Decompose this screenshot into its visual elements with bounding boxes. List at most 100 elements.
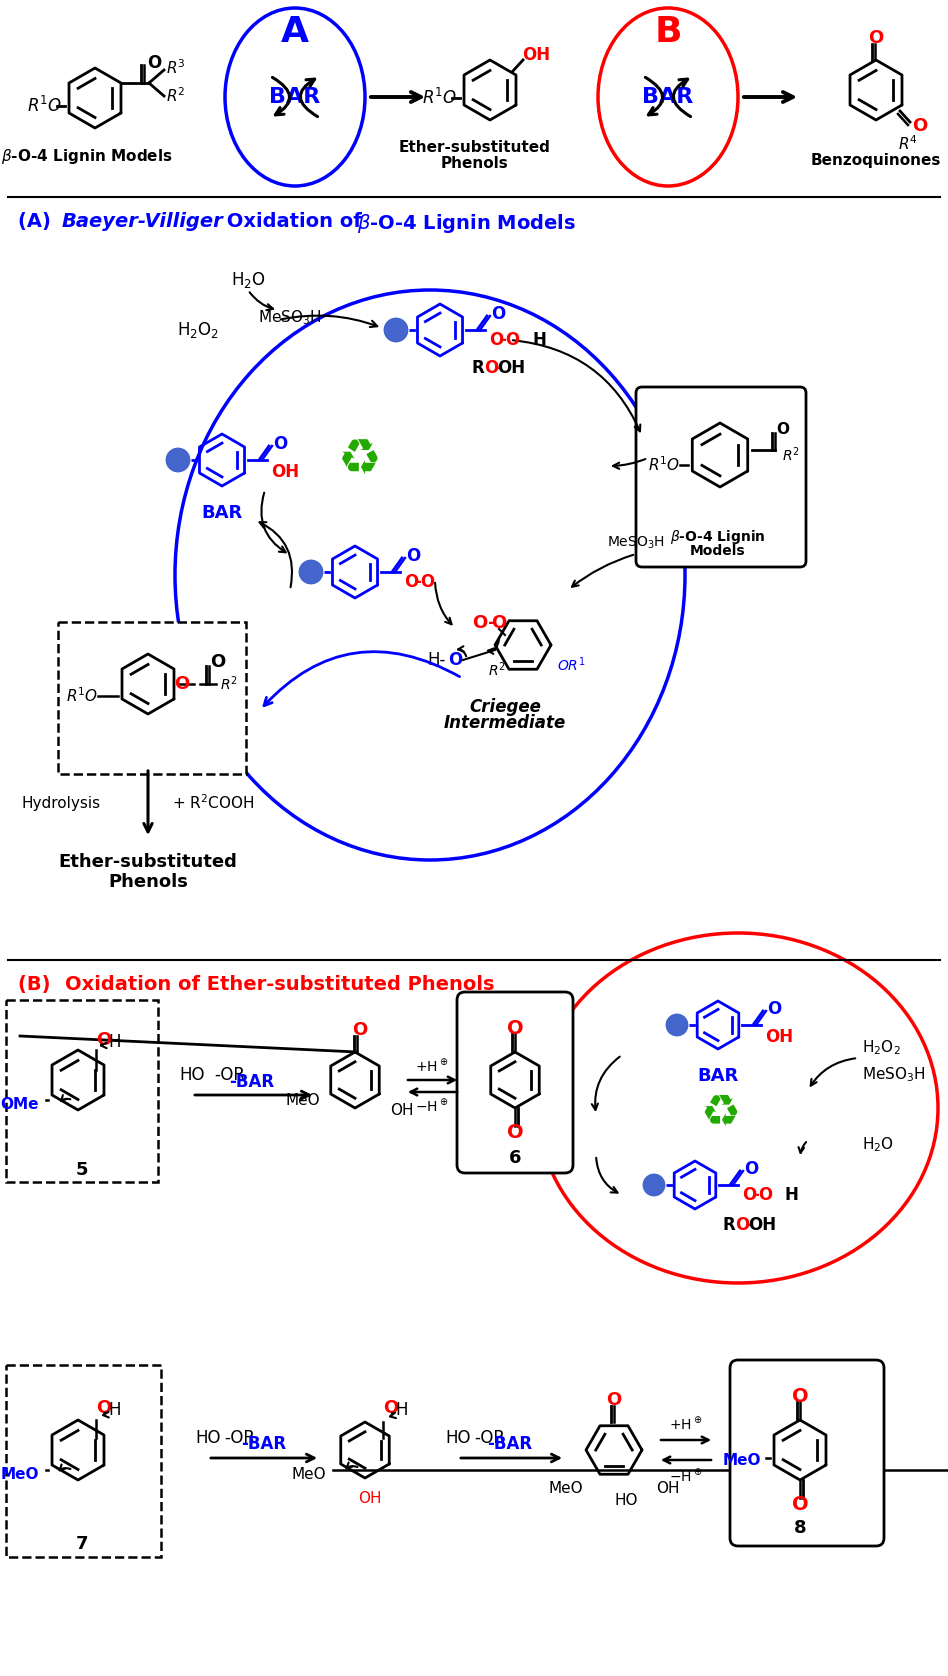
Text: Intermediate: Intermediate	[444, 714, 566, 732]
Text: A: A	[281, 15, 309, 49]
Text: -O: -O	[414, 573, 435, 592]
Text: H: H	[785, 1187, 799, 1203]
Text: H: H	[395, 1401, 408, 1420]
Text: O: O	[447, 650, 462, 669]
Text: $R^1O$: $R^1O$	[648, 456, 681, 474]
Text: -OR: -OR	[474, 1430, 505, 1446]
FancyBboxPatch shape	[730, 1359, 884, 1545]
Text: OH: OH	[358, 1490, 382, 1505]
Text: $\beta$-O-4 Lignin Models: $\beta$-O-4 Lignin Models	[357, 211, 576, 235]
Text: O: O	[742, 1187, 757, 1203]
Text: H: H	[533, 330, 547, 349]
Text: BAR: BAR	[201, 504, 243, 521]
Text: O: O	[147, 54, 161, 72]
FancyBboxPatch shape	[6, 1001, 158, 1182]
Text: -O: -O	[499, 330, 520, 349]
Text: $R^3$: $R^3$	[166, 59, 186, 77]
Text: MeO: MeO	[292, 1466, 326, 1482]
Text: $\beta$-O-4 Lignin: $\beta$-O-4 Lignin	[670, 528, 766, 546]
Text: O: O	[96, 1031, 111, 1049]
Text: MeO: MeO	[1, 1466, 39, 1482]
Text: O: O	[792, 1495, 809, 1513]
Text: Models: Models	[690, 545, 746, 558]
Text: O: O	[912, 117, 927, 136]
Text: OH: OH	[390, 1103, 413, 1118]
Text: MeSO$_3$H: MeSO$_3$H	[607, 535, 665, 551]
Text: HO: HO	[446, 1430, 471, 1446]
Text: H: H	[108, 1032, 120, 1051]
Circle shape	[642, 1173, 666, 1197]
Text: 5: 5	[76, 1161, 88, 1178]
Text: Oxidation of Ether-substituted Phenols: Oxidation of Ether-substituted Phenols	[65, 975, 495, 994]
Text: MeSO$_3$H: MeSO$_3$H	[258, 308, 321, 327]
Text: H$_2$O: H$_2$O	[230, 270, 265, 290]
Text: R: R	[723, 1217, 736, 1234]
Text: $R^1O$: $R^1O$	[422, 87, 457, 107]
Text: OH: OH	[748, 1217, 776, 1234]
Text: Criegee: Criegee	[469, 697, 541, 716]
FancyBboxPatch shape	[457, 992, 573, 1173]
Text: Baeyer-Villiger: Baeyer-Villiger	[62, 211, 224, 231]
Text: OH: OH	[271, 463, 300, 481]
Text: O: O	[273, 436, 287, 453]
Text: BAR: BAR	[269, 87, 320, 107]
Text: O: O	[96, 1399, 111, 1416]
Text: O: O	[406, 546, 420, 565]
Text: OH: OH	[497, 359, 525, 377]
Text: Ether-substituted: Ether-substituted	[399, 141, 551, 156]
Circle shape	[165, 447, 191, 473]
Text: B: B	[654, 15, 682, 49]
Text: OMe: OMe	[1, 1096, 39, 1111]
Text: O: O	[868, 28, 884, 47]
Text: O: O	[506, 1019, 523, 1037]
Text: O: O	[744, 1160, 758, 1178]
FancyBboxPatch shape	[58, 622, 246, 774]
Text: $R^2$: $R^2$	[220, 675, 238, 694]
Text: BAR: BAR	[643, 87, 694, 107]
Text: Hydrolysis: Hydrolysis	[22, 796, 101, 811]
Text: $-$H$^\oplus$: $-$H$^\oplus$	[669, 1468, 702, 1485]
Text: O: O	[767, 1001, 781, 1017]
Text: $R^4$: $R^4$	[898, 134, 918, 153]
Text: (B): (B)	[18, 975, 57, 994]
Text: O: O	[491, 305, 505, 323]
Text: Phenols: Phenols	[108, 873, 188, 892]
Text: O: O	[210, 654, 226, 670]
Text: -: -	[745, 1217, 752, 1234]
Text: O: O	[607, 1391, 622, 1410]
Text: BAR: BAR	[698, 1068, 738, 1084]
Text: OH: OH	[656, 1480, 680, 1495]
Text: O: O	[776, 421, 789, 436]
Text: O: O	[792, 1386, 809, 1406]
Text: -OR: -OR	[224, 1430, 255, 1446]
Text: H: H	[108, 1401, 120, 1420]
Text: $R^2$: $R^2$	[488, 660, 506, 679]
Text: -BAR: -BAR	[229, 1073, 275, 1091]
Text: HO: HO	[195, 1430, 221, 1446]
Text: $\beta$-O-4 Lignin Models: $\beta$-O-4 Lignin Models	[1, 146, 173, 166]
Text: ♻: ♻	[338, 436, 382, 484]
Text: MeO: MeO	[722, 1453, 761, 1468]
Text: + R$^2$COOH: + R$^2$COOH	[172, 794, 254, 813]
Text: (A): (A)	[18, 211, 58, 231]
Text: HO: HO	[179, 1066, 205, 1084]
Text: $R^2$: $R^2$	[166, 87, 186, 106]
Text: -O: -O	[752, 1187, 774, 1203]
Text: H-: H-	[428, 650, 447, 669]
Text: -: -	[494, 359, 501, 377]
Text: -: -	[488, 613, 496, 632]
Text: $-$H$^\oplus$: $-$H$^\oplus$	[415, 1098, 448, 1115]
Circle shape	[665, 1012, 689, 1037]
Text: O: O	[353, 1021, 368, 1039]
Text: -OR: -OR	[214, 1066, 245, 1084]
Text: H$_2$O$_2$: H$_2$O$_2$	[177, 320, 219, 340]
Text: O: O	[489, 330, 503, 349]
Circle shape	[383, 317, 409, 344]
Text: O: O	[506, 1123, 523, 1141]
Text: O: O	[404, 573, 418, 592]
Text: +H$^\oplus$: +H$^\oplus$	[669, 1416, 702, 1433]
Text: $R^1O$: $R^1O$	[27, 96, 63, 116]
Text: -BAR: -BAR	[242, 1435, 286, 1453]
Text: H$_2$O$_2$: H$_2$O$_2$	[862, 1039, 901, 1058]
Text: OH: OH	[765, 1027, 793, 1046]
